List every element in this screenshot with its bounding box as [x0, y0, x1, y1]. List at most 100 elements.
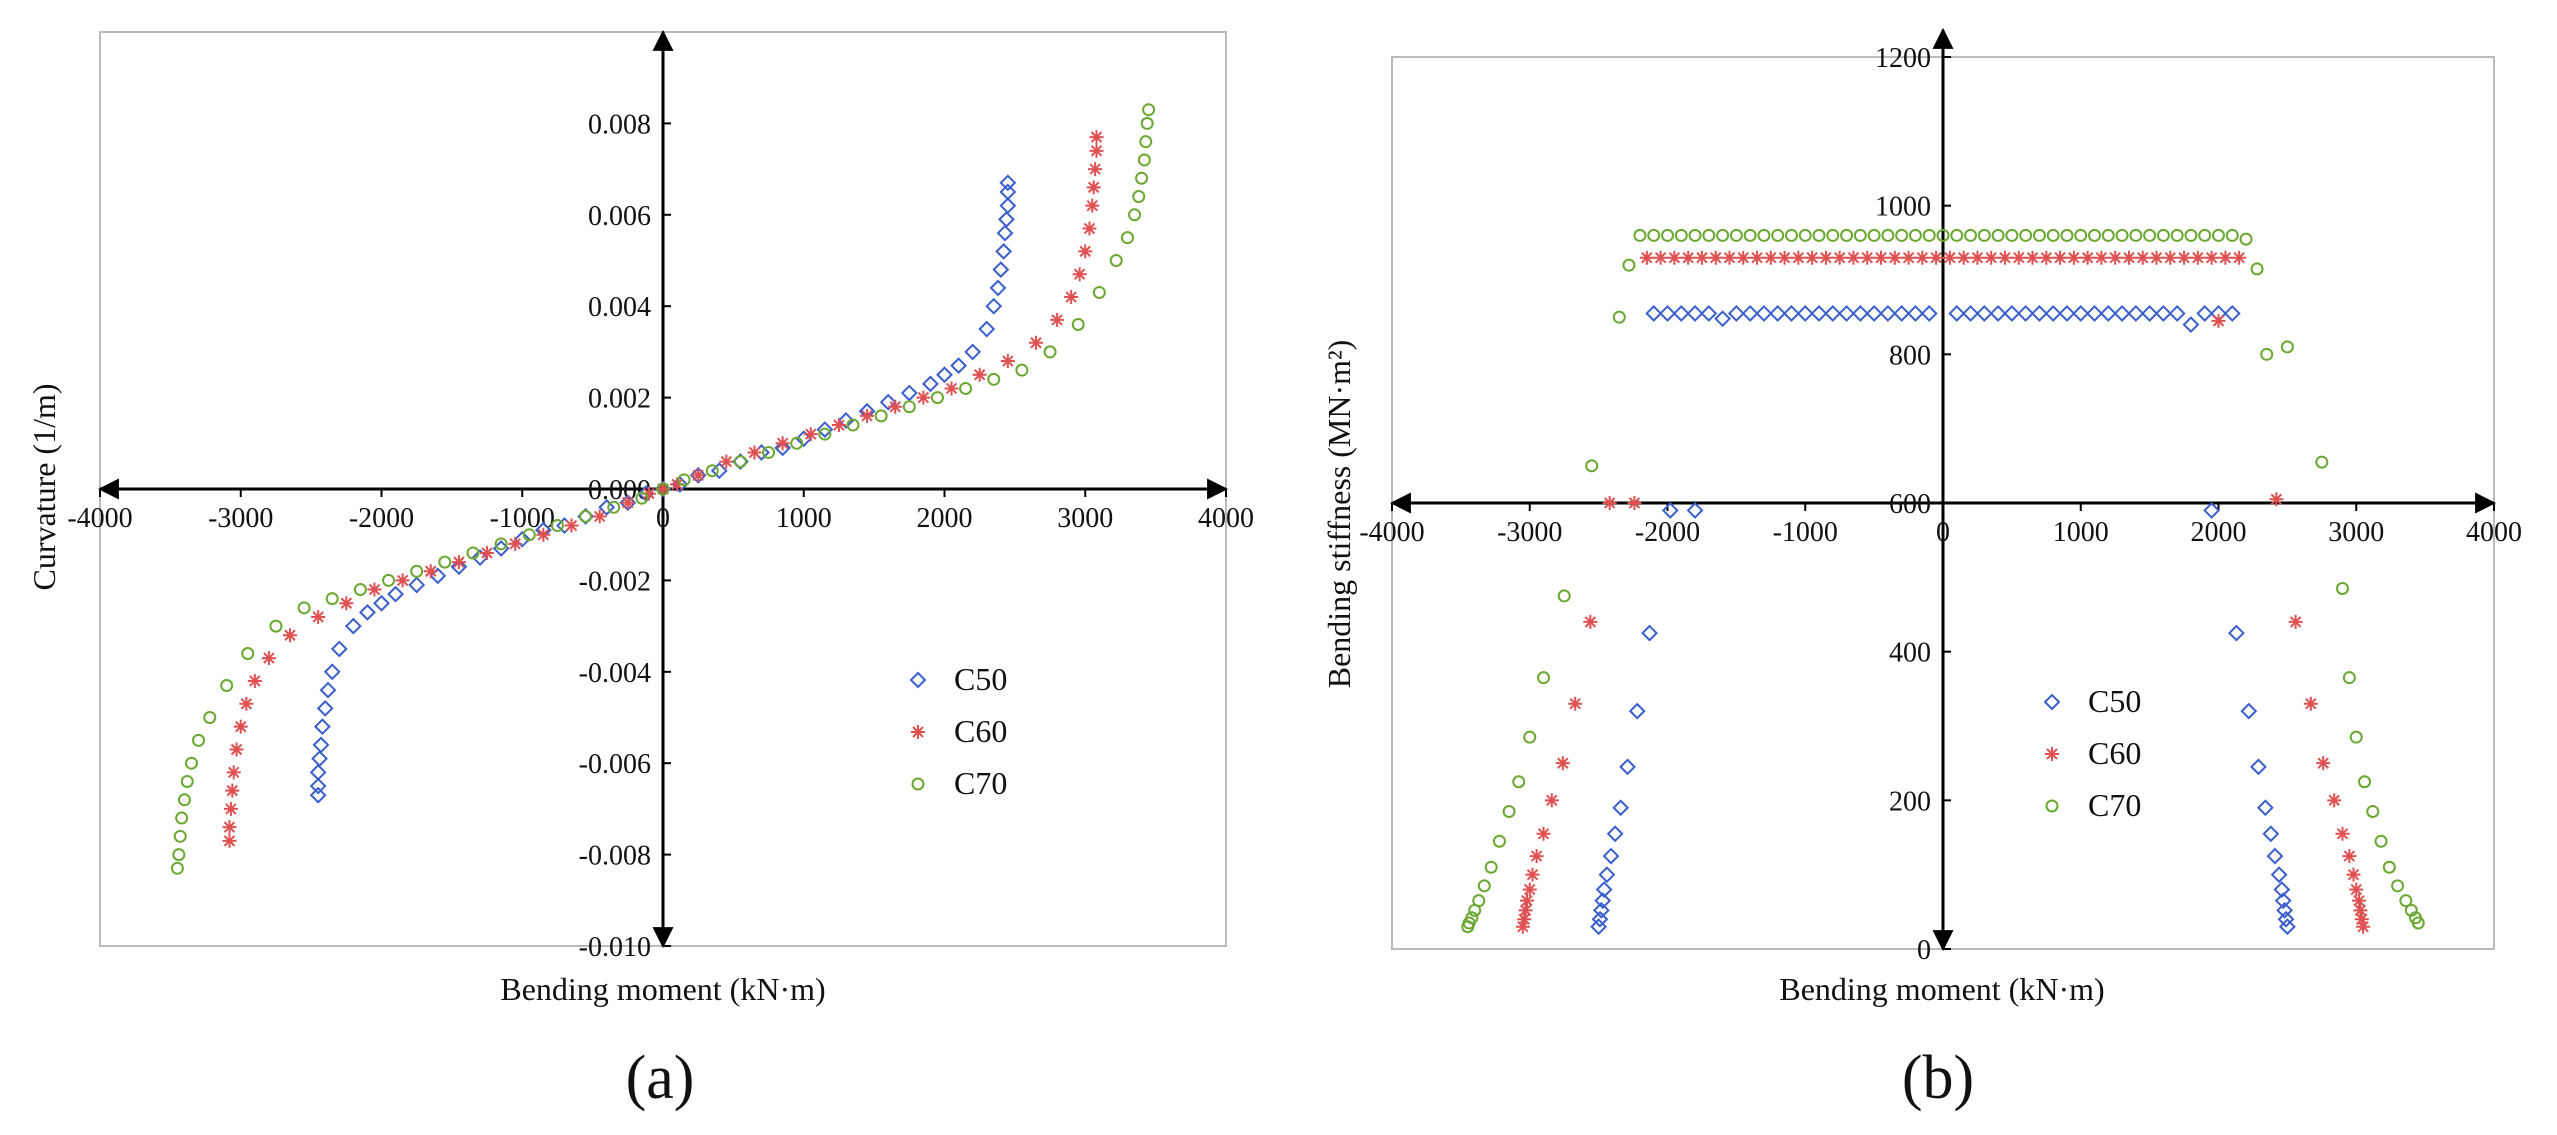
data-point-c60 [1887, 250, 1902, 265]
data-point-c60 [1544, 793, 1559, 808]
data-point-c50 [1592, 901, 1610, 919]
x-tick-label: 2000 [917, 503, 973, 534]
legend-entry-c70: C70 [2045, 787, 2141, 823]
data-point-c70 [2212, 228, 2225, 242]
data-point-c50 [313, 718, 331, 736]
data-point-c60 [1722, 250, 1737, 265]
data-point-c70 [1977, 228, 1991, 242]
data-point-c70 [2129, 228, 2143, 242]
data-point-c50 [1851, 305, 1869, 322]
data-point-c50 [408, 576, 426, 594]
data-point-c70 [2143, 228, 2157, 242]
data-point-c70 [2088, 228, 2102, 242]
data-point-c70 [1132, 190, 1146, 204]
data-point-c50 [2031, 305, 2048, 322]
legend-entry-c60: C60 [911, 713, 1007, 749]
data-point-c60 [226, 765, 241, 780]
data-point-c60 [2011, 250, 2026, 265]
data-point-c50 [1661, 502, 1679, 519]
data-point-c60 [1085, 198, 1100, 213]
legend-marker-c50 [909, 671, 927, 689]
data-point-c70 [1512, 775, 1526, 789]
data-point-c70 [705, 464, 719, 478]
data-point-c60 [2288, 614, 2303, 629]
y-tick-label: -0.008 [579, 841, 651, 872]
y-tick-label: 1000 [1875, 192, 1931, 223]
data-point-c70 [2366, 804, 2380, 818]
data-point-c70 [987, 372, 1001, 386]
data-point-c50 [2273, 881, 2291, 898]
data-point-c70 [2374, 834, 2388, 848]
data-point-c70 [2184, 228, 2198, 242]
legend-marker-c60 [2045, 747, 2059, 761]
data-point-c60 [2108, 250, 2123, 265]
data-point-c50 [978, 320, 996, 338]
data-point-c50 [1741, 305, 1759, 322]
data-point-c70 [1950, 228, 1964, 242]
x-tick-label: 4000 [2466, 517, 2522, 548]
data-point-c50 [1824, 305, 1842, 322]
data-point-c70 [522, 528, 536, 542]
series-c60 [1515, 250, 2371, 934]
tick-labels-a: -4000 -3000 -2000 -1000 0 1000 2000 3000 4000 -0.… [67, 109, 1254, 963]
data-point-c60 [2135, 250, 2150, 265]
data-point-c60 [1568, 696, 1583, 711]
data-point-c60 [888, 399, 903, 414]
data-point-c60 [592, 509, 607, 524]
data-point-c60 [2218, 250, 2233, 265]
x-tick-label: 3000 [1057, 503, 1113, 534]
legend-marker-c60 [911, 725, 925, 739]
data-point-c60 [283, 628, 298, 643]
data-point-c60 [641, 486, 656, 501]
data-point-c50 [1659, 305, 1676, 322]
x-tick-label: 0 [1936, 517, 1950, 548]
data-point-c70 [874, 409, 888, 423]
data-point-c70 [818, 427, 832, 441]
data-point-c50 [323, 663, 341, 681]
x-tick-label: -3000 [1497, 517, 1562, 548]
data-point-c60 [339, 596, 354, 611]
data-point-c50 [373, 594, 390, 612]
y-tick-label: -0.004 [579, 658, 651, 689]
data-point-c50 [922, 375, 939, 393]
data-point-c70 [2101, 228, 2115, 242]
data-point-c70 [353, 583, 367, 597]
series-c70 [1461, 228, 2425, 934]
data-point-c50 [2262, 825, 2280, 843]
data-point-c60 [229, 742, 244, 757]
data-point-c50 [996, 224, 1014, 242]
data-point-c70 [1139, 135, 1153, 149]
data-point-c70 [177, 793, 191, 807]
legend-label: C70 [954, 765, 1007, 801]
data-point-c70 [2399, 894, 2413, 908]
data-point-c70 [1867, 228, 1881, 242]
data-point-c60 [1846, 250, 1861, 265]
data-point-c70 [1936, 228, 1950, 242]
data-point-c60 [564, 518, 579, 533]
data-point-c70 [203, 711, 217, 724]
data-point-c50 [2017, 305, 2035, 322]
data-point-c60 [747, 445, 762, 460]
data-point-c50 [1865, 305, 1883, 322]
data-point-c70 [762, 445, 776, 459]
data-point-c60 [2232, 250, 2247, 265]
data-point-c60 [1901, 250, 1916, 265]
data-point-c70 [2060, 228, 2074, 242]
data-point-c70 [607, 500, 621, 514]
data-point-c70 [2260, 347, 2274, 361]
data-point-c70 [2074, 228, 2088, 242]
data-point-c60 [1653, 250, 1668, 265]
data-point-c50 [598, 498, 616, 516]
data-point-c70 [2115, 228, 2129, 242]
data-point-c50 [1989, 305, 2007, 322]
data-point-c60 [451, 555, 466, 570]
data-point-c60 [1984, 250, 1999, 265]
data-point-c60 [2039, 250, 2054, 265]
legend-label: C50 [2088, 683, 2141, 719]
data-point-c70 [1674, 228, 1688, 242]
data-point-c60 [225, 783, 240, 798]
data-point-c50 [1606, 825, 1624, 843]
data-point-c50 [995, 242, 1013, 260]
axes-b [1389, 27, 2497, 952]
data-point-c70 [2019, 228, 2033, 242]
